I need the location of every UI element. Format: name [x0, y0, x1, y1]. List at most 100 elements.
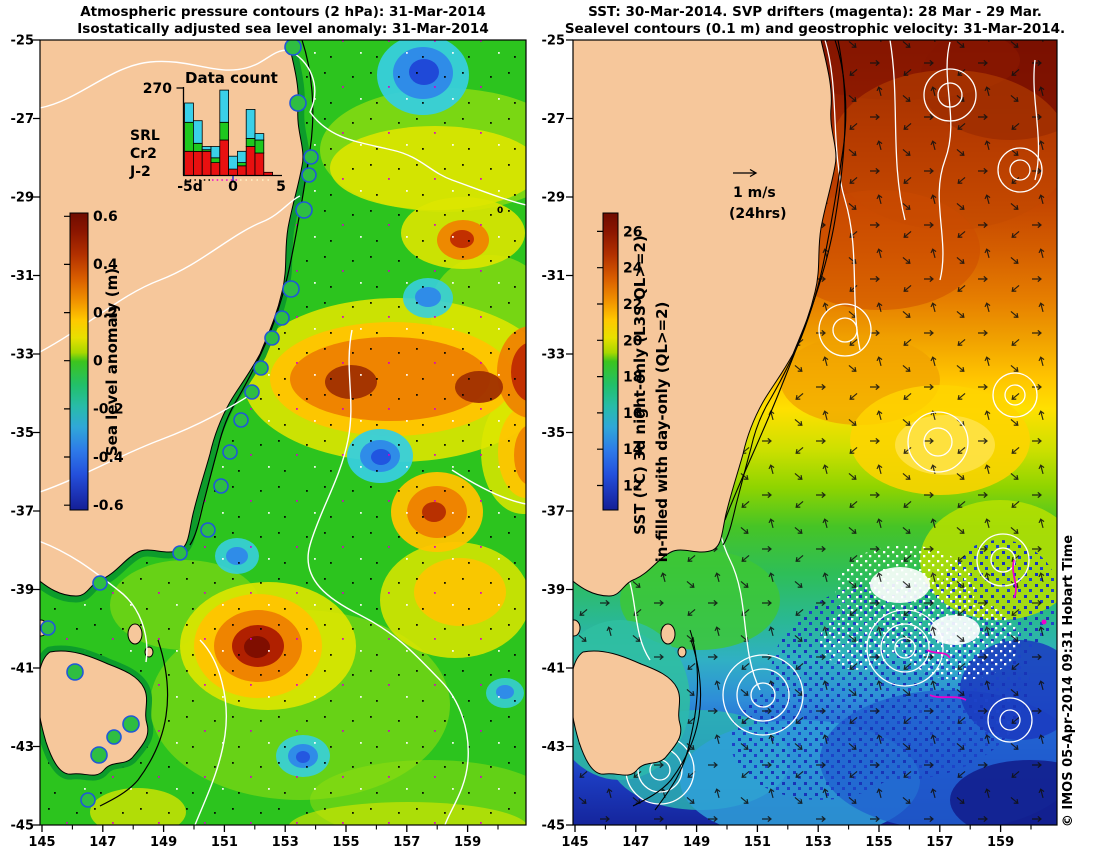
cb-tick: 16 — [623, 406, 642, 422]
svg-text:153: 153 — [805, 835, 832, 850]
svg-text:-45: -45 — [542, 819, 566, 834]
pressure-contours-white — [40, 49, 526, 825]
inset-legend-srl: SRL — [130, 128, 160, 144]
sst-colorbar-gradient — [602, 212, 619, 511]
inset-bar-segment — [219, 121, 230, 141]
svg-text:151: 151 — [744, 835, 771, 850]
cb-tick: 12 — [623, 479, 642, 495]
svg-text:-27: -27 — [11, 112, 35, 127]
sla-colorbar-ticks — [64, 215, 70, 506]
cb-tick: -0.2 — [93, 402, 124, 418]
cb-tick: -0.4 — [93, 450, 124, 466]
svg-text:151: 151 — [211, 835, 238, 850]
inset-bar-segment — [228, 168, 238, 176]
inset-bar-segment — [254, 139, 265, 154]
inset-bar-segment — [192, 120, 203, 144]
inset-bar-segment — [245, 109, 256, 139]
sst-colorbar: 26 24 22 20 18 16 14 12 SST (°C) 3d nigh… — [597, 212, 671, 563]
svg-text:-37: -37 — [11, 505, 35, 520]
sst-colorbar-ticks — [597, 230, 603, 487]
inset-bars — [184, 89, 273, 176]
inset-bar-segment — [236, 150, 247, 164]
inset-bar-segment — [210, 146, 221, 159]
velocity-arrow-icon — [733, 168, 758, 178]
svg-text:145: 145 — [28, 835, 55, 850]
cb-tick: 14 — [623, 442, 643, 458]
inset-legend-j2: J-2 — [129, 164, 151, 180]
left-lon-ticks-major — [41, 825, 469, 832]
svg-text:-29: -29 — [542, 191, 566, 206]
svg-text:-33: -33 — [11, 348, 35, 363]
svg-text:-25: -25 — [542, 34, 566, 49]
svp-drifter-tracks — [926, 559, 1047, 701]
sst-colorbar-label-line1: SST (°C) 3d night-only (L3S QL>=2) — [631, 235, 649, 535]
svg-text:-39: -39 — [11, 583, 35, 598]
inset-bar-segment — [201, 146, 212, 151]
velocity-period-label: (24hrs) — [729, 206, 786, 222]
svg-text:-25: -25 — [11, 34, 35, 49]
inset-bar-segment — [192, 142, 203, 152]
cb-tick: 24 — [623, 261, 643, 277]
inset-bar-segment — [236, 162, 247, 167]
svg-text:145: 145 — [561, 835, 588, 850]
cb-tick: 0.4 — [93, 257, 118, 273]
inset-axes — [176, 87, 282, 177]
right-lat-ticks — [566, 39, 573, 826]
inset-bar-segment — [184, 102, 194, 123]
velocity-scale-legend: 1 m/s (24hrs) — [729, 168, 786, 222]
velocity-speed-label: 1 m/s — [733, 185, 776, 201]
inset-bar-segment — [201, 150, 212, 176]
right-lat-labels: -25 -27 -29 -31 -33 -35 -37 -39 -41 -43 … — [542, 34, 566, 834]
left-lon-labels: 145 147 149 151 153 155 157 159 — [28, 835, 481, 850]
inset-bar-segment — [192, 150, 203, 176]
svg-text:-41: -41 — [542, 662, 566, 677]
svg-text:159: 159 — [987, 835, 1014, 850]
svg-text:-41: -41 — [11, 662, 35, 677]
svg-text:149: 149 — [683, 835, 710, 850]
imos-credit-watermark: © IMOS 05-Apr-2014 09:31 Hobart Time — [1061, 535, 1076, 827]
inset-bar-segment — [228, 155, 238, 170]
inset-bar-segment — [210, 157, 221, 164]
left-lat-labels: -25 -27 -29 -31 -33 -35 -37 -39 -41 -43 … — [11, 34, 35, 834]
cb-tick: 20 — [623, 333, 643, 349]
right-lon-ticks-minor — [604, 825, 1032, 830]
right-title-line1: SST: 30-Mar-2014. SVP drifters (magenta)… — [588, 4, 1042, 20]
cb-tick: 22 — [623, 297, 642, 313]
inset-bar-segment — [184, 150, 194, 176]
inset-xtick: 5 — [276, 179, 286, 195]
inset-title: Data count — [185, 69, 278, 87]
svg-text:147: 147 — [622, 835, 649, 850]
svg-text:153: 153 — [272, 835, 299, 850]
svg-text:159: 159 — [454, 835, 481, 850]
svg-text:-43: -43 — [11, 740, 35, 755]
inset-bar-segment — [236, 165, 247, 176]
sst-map-panel — [572, 39, 1058, 826]
svg-text:155: 155 — [332, 835, 359, 850]
svg-text:157: 157 — [393, 835, 420, 850]
svg-text:157: 157 — [926, 835, 953, 850]
inset-xtick: 0 — [228, 179, 238, 195]
svg-text:149: 149 — [150, 835, 177, 850]
svg-text:-31: -31 — [542, 269, 566, 284]
cb-tick: 0.6 — [93, 209, 118, 225]
inset-bar-segment — [184, 121, 194, 152]
svg-text:155: 155 — [865, 835, 892, 850]
svg-text:-43: -43 — [542, 740, 566, 755]
inset-bar-segment — [219, 89, 230, 123]
cb-tick: 26 — [623, 225, 642, 241]
inset-xtick: -5d — [177, 179, 203, 195]
contour-zero-label: 0 — [497, 206, 503, 216]
sst-colorbar-label-line2: in-filled with day-only (QL>=2) — [653, 302, 671, 563]
right-lon-ticks-major — [574, 825, 1002, 832]
svg-text:-33: -33 — [542, 348, 566, 363]
svg-text:-27: -27 — [542, 112, 566, 127]
cb-tick: -0.6 — [93, 498, 124, 514]
inset-bar-segment — [245, 146, 256, 176]
svg-text:-31: -31 — [11, 269, 35, 284]
left-title-line1: Atmospheric pressure contours (2 hPa): 3… — [80, 4, 486, 20]
inset-bar-segment — [254, 133, 265, 141]
left-lon-ticks-minor — [71, 825, 499, 830]
right-title-line2: Sealevel contours (0.1 m) and geostrophi… — [565, 21, 1065, 37]
